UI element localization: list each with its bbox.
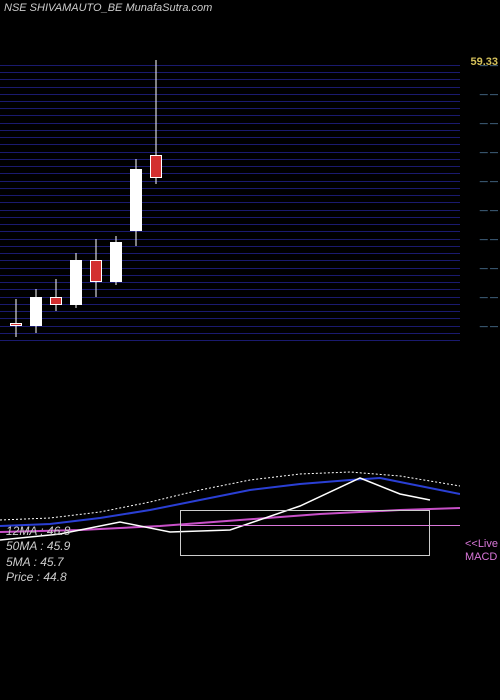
y-tick: — — <box>480 322 498 331</box>
y-tick: — — <box>480 90 498 99</box>
live-text-1: <<Live <box>465 538 498 550</box>
y-tick: — — <box>480 148 498 157</box>
ma5-label: 5MA : 45.7 <box>6 555 70 571</box>
y-tick: — — <box>480 206 498 215</box>
y-tick: — — <box>480 177 498 186</box>
price-chart: 59.33 — —— —— —— —— —— —— —— —— —— — <box>0 20 500 360</box>
y-tick: — — <box>480 61 498 70</box>
ma12-label: 12MA : 46.8 <box>6 524 70 540</box>
y-tick: — — <box>480 293 498 302</box>
candle-region <box>0 20 460 360</box>
price-label: Price : 44.8 <box>6 570 70 586</box>
y-tick: — — <box>480 119 498 128</box>
live-label: <<Live MACD <box>465 538 498 564</box>
source-label: MunafaSutra.com <box>125 2 212 14</box>
y-tick: — — <box>480 235 498 244</box>
macd-chart: <<Live MACD 12MA : 46.8 50MA : 45.9 5MA … <box>0 360 500 590</box>
stats-block: 12MA : 46.8 50MA : 45.9 5MA : 45.7 Price… <box>6 524 70 586</box>
y-tick: — — <box>480 264 498 273</box>
ma50-label: 50MA : 45.9 <box>6 539 70 555</box>
symbol-label: NSE SHIVAMAUTO_BE <box>4 2 122 14</box>
live-text-2: MACD <box>465 551 497 563</box>
chart-header: NSE SHIVAMAUTO_BE MunafaSutra.com <box>0 0 500 20</box>
live-box <box>180 510 430 556</box>
